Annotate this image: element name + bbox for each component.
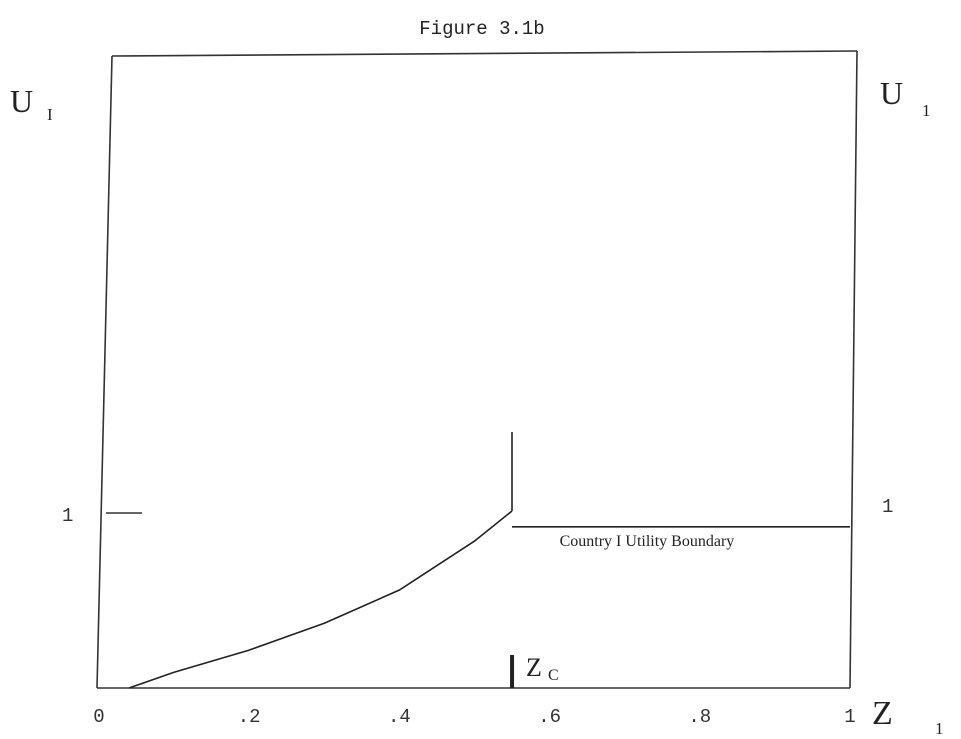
x-tick-label: .6 [538, 706, 561, 728]
frame-left-axis [96, 55, 113, 689]
series-group [128, 432, 850, 689]
x-tick-label: 1 [844, 706, 855, 728]
y-axis-label-left-subscript: I [47, 105, 53, 124]
x-tick-label: .2 [238, 706, 261, 728]
x-tick-label: .8 [688, 706, 711, 728]
x-axis-label: Z [872, 695, 893, 732]
y-tick-label-right: 1 [882, 496, 893, 518]
y-axis-label-left: U [10, 83, 33, 119]
y-axis-label-right: U [880, 75, 903, 111]
zc-label-subscript: C [548, 667, 559, 684]
frame-top [111, 50, 858, 57]
y-tick-label-left: 1 [62, 505, 73, 527]
zc-label: Z [526, 653, 542, 682]
plot-frame [96, 50, 858, 689]
y-axis-label-right-subscript: 1 [922, 101, 931, 120]
x-tick-labels: 0 .2 .4 .6 .8 1 [93, 706, 855, 728]
x-tick-label: 0 [93, 706, 104, 728]
x-axis-label-subscript: 1 [935, 719, 944, 738]
frame-right-axis [849, 50, 858, 689]
chart-title: Figure 3.1b [419, 18, 544, 40]
x-tick-label: .4 [388, 706, 411, 728]
series-line-segment [128, 510, 513, 689]
series-label-country-i-utility-boundary: Country I Utility Boundary [560, 533, 735, 550]
